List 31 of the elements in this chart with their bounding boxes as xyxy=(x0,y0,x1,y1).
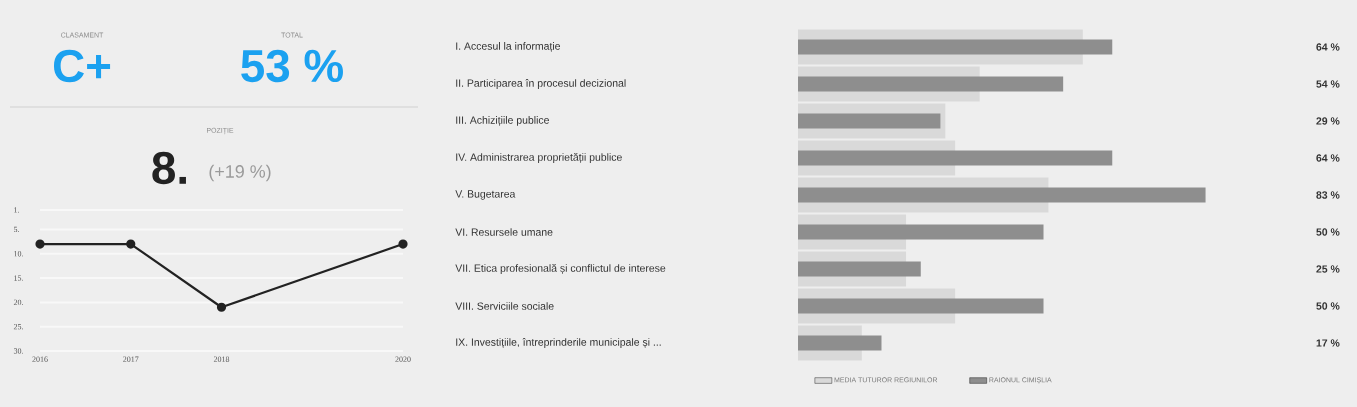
data-label: 50 % xyxy=(1316,302,1340,310)
data-label: 83 % xyxy=(1316,191,1340,199)
text: 53 % xyxy=(241,49,343,83)
y-tick-label: VIII. Serviciile sociale xyxy=(455,302,554,310)
y-tick-label: VI. Resursele umane xyxy=(455,228,553,236)
bar xyxy=(798,113,941,129)
data-label: 25 % xyxy=(1316,265,1340,273)
bar xyxy=(798,261,921,277)
y-tick-label: VII. Etica profesională și conflictul de interese xyxy=(455,264,666,274)
y-tick-label: I. Accesul la informație xyxy=(456,42,561,52)
text: 8. xyxy=(152,151,186,185)
data-label: 64 % xyxy=(1316,43,1340,51)
bar xyxy=(798,187,1206,203)
bar xyxy=(798,224,1044,240)
data-label: 50 % xyxy=(1316,228,1340,236)
text: C+ xyxy=(53,49,111,83)
bar xyxy=(798,150,1113,166)
data-label: 64 % xyxy=(1316,154,1340,162)
y-tick-label: III. Achizițiile publice xyxy=(456,116,549,126)
data-label: 54 % xyxy=(1316,80,1340,88)
y-tick-label: IX. Investițiile, întreprinderile municipale și ... xyxy=(456,338,661,348)
bar xyxy=(798,76,1064,92)
y-tick-label: II. Participarea în procesul decizional xyxy=(456,79,626,89)
bar xyxy=(798,298,1044,314)
y-tick-label: V. Bugetarea xyxy=(455,190,516,200)
text: (+19 %) xyxy=(209,164,271,182)
y-tick-label: IV. Administrarea proprietății publice xyxy=(456,153,622,163)
data-label: 29 % xyxy=(1316,117,1340,125)
data-label: 17 % xyxy=(1316,339,1340,347)
bar xyxy=(798,39,1113,55)
bar xyxy=(798,335,882,351)
